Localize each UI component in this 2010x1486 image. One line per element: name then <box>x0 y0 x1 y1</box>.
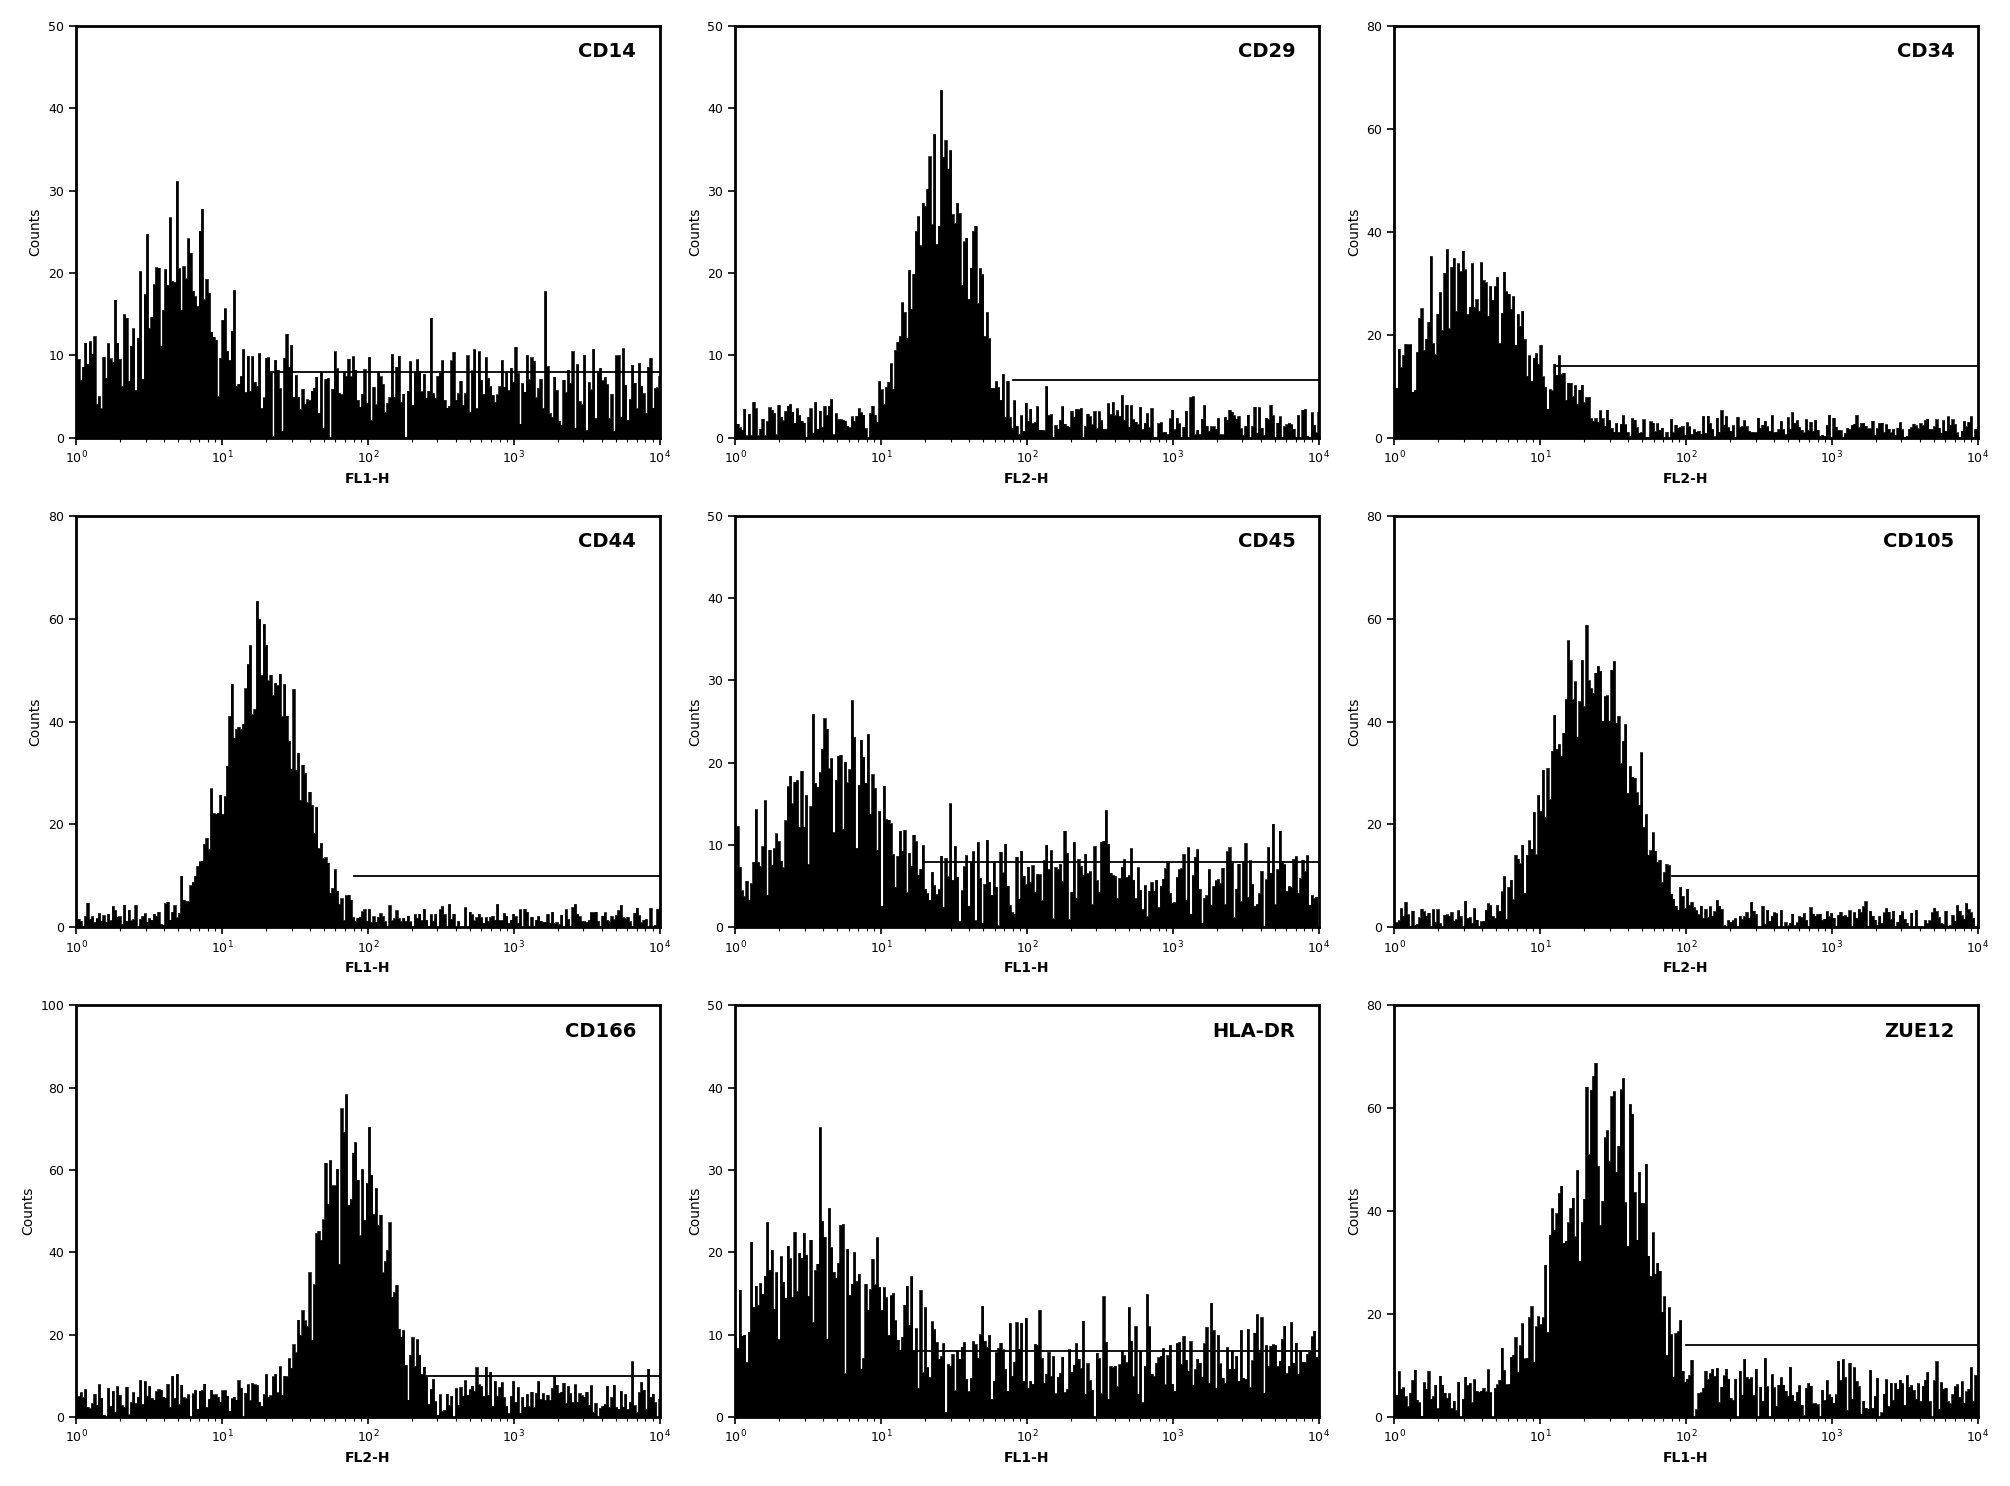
Text: ZUE12: ZUE12 <box>1883 1022 1954 1040</box>
X-axis label: FL1-H: FL1-H <box>1005 1452 1049 1465</box>
Text: HLA-DR: HLA-DR <box>1212 1022 1294 1040</box>
Y-axis label: Counts: Counts <box>687 697 701 746</box>
Y-axis label: Counts: Counts <box>687 1187 701 1235</box>
Y-axis label: Counts: Counts <box>28 697 42 746</box>
Text: CD105: CD105 <box>1883 532 1954 551</box>
X-axis label: FL1-H: FL1-H <box>346 961 390 975</box>
X-axis label: FL2-H: FL2-H <box>1662 471 1708 486</box>
Y-axis label: Counts: Counts <box>687 208 701 256</box>
Text: CD14: CD14 <box>579 42 637 61</box>
Text: CD166: CD166 <box>565 1022 637 1040</box>
Y-axis label: Counts: Counts <box>20 1187 34 1235</box>
X-axis label: FL1-H: FL1-H <box>1005 961 1049 975</box>
Y-axis label: Counts: Counts <box>1347 208 1361 256</box>
Text: CD44: CD44 <box>579 532 637 551</box>
Text: CD45: CD45 <box>1238 532 1294 551</box>
X-axis label: FL2-H: FL2-H <box>1662 961 1708 975</box>
Y-axis label: Counts: Counts <box>28 208 42 256</box>
Text: CD34: CD34 <box>1897 42 1954 61</box>
Text: CD29: CD29 <box>1238 42 1294 61</box>
Y-axis label: Counts: Counts <box>1347 697 1361 746</box>
X-axis label: FL1-H: FL1-H <box>346 471 390 486</box>
X-axis label: FL2-H: FL2-H <box>1005 471 1049 486</box>
X-axis label: FL2-H: FL2-H <box>346 1452 390 1465</box>
X-axis label: FL1-H: FL1-H <box>1662 1452 1708 1465</box>
Y-axis label: Counts: Counts <box>1347 1187 1361 1235</box>
